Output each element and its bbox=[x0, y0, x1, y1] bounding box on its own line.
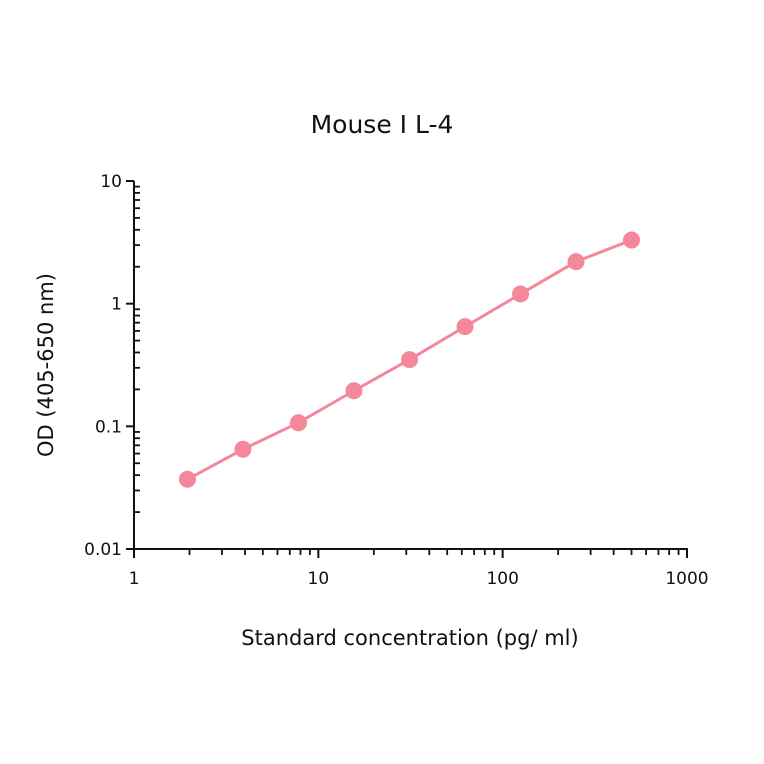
data-series bbox=[178, 231, 641, 488]
x-tick-label: 1 bbox=[129, 569, 140, 589]
data-point bbox=[512, 285, 530, 303]
data-point bbox=[234, 440, 252, 458]
data-point bbox=[401, 351, 419, 369]
y-tick-label: 0.1 bbox=[95, 417, 122, 437]
data-point bbox=[178, 470, 196, 488]
axes: 0.01 0.1 1 10 1 10 100 1000 bbox=[84, 172, 708, 589]
x-tick-label: 100 bbox=[486, 569, 518, 589]
y-tick-label: 0.01 bbox=[84, 540, 122, 560]
x-axis-label: Standard concentration (pg/ ml) bbox=[241, 626, 579, 650]
data-point bbox=[623, 231, 641, 249]
y-tick-label: 10 bbox=[100, 172, 122, 192]
x-tick-label: 10 bbox=[308, 569, 330, 589]
data-point bbox=[289, 414, 307, 432]
data-point bbox=[567, 253, 585, 271]
data-point bbox=[345, 382, 363, 400]
data-point bbox=[456, 318, 474, 336]
y-tick-label: 1 bbox=[111, 295, 122, 315]
x-tick-label: 1000 bbox=[665, 569, 708, 589]
chart-title: Mouse I L-4 bbox=[310, 110, 454, 139]
